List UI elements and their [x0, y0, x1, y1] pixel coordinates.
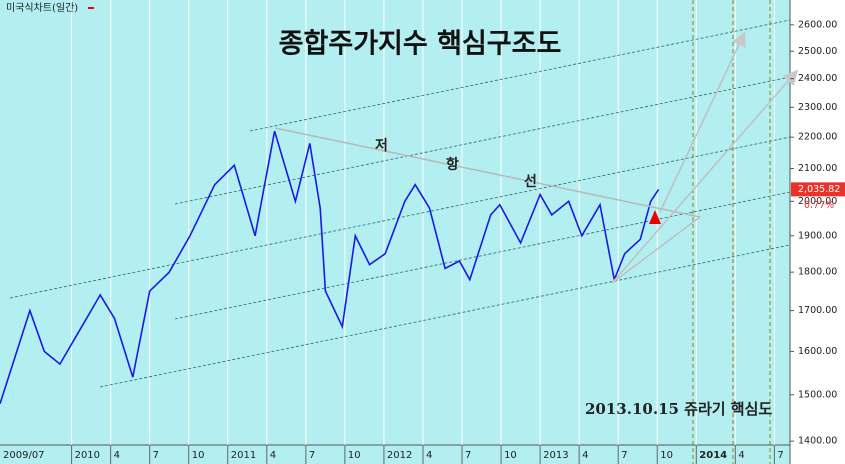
- price-line: [0, 130, 660, 405]
- x-tick-label: 10: [192, 450, 205, 461]
- y-tick-label: 1800.00: [798, 267, 837, 278]
- x-tick-label: 4: [582, 450, 588, 461]
- x-tick-label: 2010: [75, 450, 100, 461]
- x-tick-label: 4: [426, 450, 432, 461]
- y-tick-label: 1600.00: [798, 346, 837, 357]
- chart-title: 종합주가지수 핵심구조도: [279, 29, 562, 60]
- y-tick-label: 2500.00: [798, 46, 837, 57]
- x-tick-label: 4: [270, 450, 276, 461]
- resistance-line: [274, 127, 701, 218]
- x-tick-label: 10: [660, 450, 673, 461]
- x-tick-label: 7: [777, 450, 783, 461]
- buy-signal: [649, 210, 661, 224]
- channel-line: [9, 136, 791, 299]
- x-tick-label: 2012: [387, 450, 412, 461]
- x-tick-label: 4: [114, 450, 120, 461]
- grid: [71, 0, 775, 445]
- last-price-label: 2,035.82: [798, 184, 840, 195]
- x-tick-label: 10: [504, 450, 517, 461]
- y-tick-label: 2600.00: [798, 19, 837, 30]
- x-tick-label: 4: [738, 450, 744, 461]
- y-tick-label: 1500.00: [798, 389, 837, 400]
- x-tick-label: 7: [309, 450, 315, 461]
- series-group: [0, 130, 660, 405]
- chart-header: 미국식차트(일간): [6, 2, 78, 14]
- annotation: 2013.10.15 쥬라기 핵심도: [585, 400, 772, 418]
- annotation: 항: [446, 156, 459, 173]
- x-tick-label: 2013: [543, 450, 568, 461]
- y-tick-label: 2300.00: [798, 102, 837, 113]
- y-tick-label: 2100.00: [798, 163, 837, 174]
- x-tick-label: 7: [153, 450, 159, 461]
- projection-arrow: [611, 69, 798, 284]
- last-price-box: [791, 182, 845, 197]
- y-tick-label: 2400.00: [798, 73, 837, 84]
- x-tick-label: 10: [348, 450, 361, 461]
- x-axis-background: [0, 445, 790, 464]
- channel-lines: [9, 19, 791, 388]
- y-tick-label: 1900.00: [798, 230, 837, 241]
- annotation: 선: [524, 174, 537, 190]
- y-tick-label: 1400.00: [798, 436, 837, 447]
- x-tick-label: 2014: [699, 450, 727, 461]
- x-tick-label: 7: [621, 450, 627, 461]
- y-tick-label: 2000.00: [798, 196, 837, 207]
- channel-line: [249, 19, 791, 132]
- y-tick-label: 1700.00: [798, 305, 837, 316]
- x-tick-label: 7: [465, 450, 471, 461]
- channel-line: [99, 244, 791, 388]
- y-tick-label: 2200.00: [798, 132, 837, 143]
- future-lines: [692, 0, 771, 464]
- support-line: [611, 216, 701, 284]
- y-axis-background: [790, 0, 845, 464]
- x-tick-label: 2009/07: [3, 450, 45, 461]
- plot-background: [0, 0, 790, 445]
- x-tick-label: 2011: [231, 450, 256, 461]
- projection-arrow: [659, 31, 746, 213]
- change-label: 0.77%: [804, 200, 834, 211]
- annotation: 저: [375, 138, 388, 154]
